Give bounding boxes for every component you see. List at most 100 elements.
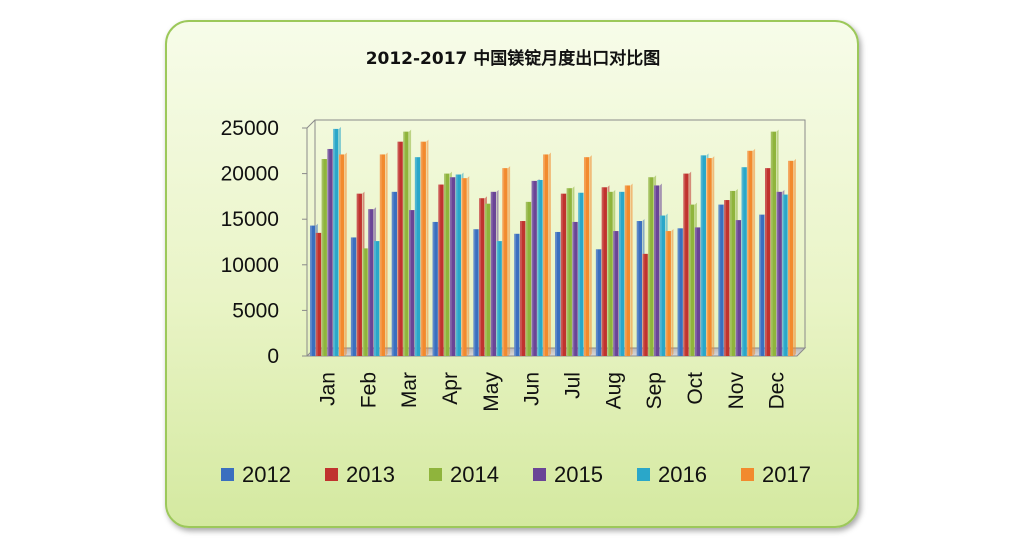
bar-2012-Apr — [432, 221, 438, 356]
bar-highlight — [659, 215, 662, 356]
bar-highlight — [694, 227, 697, 356]
x-category-label-Jan: Jan — [316, 372, 339, 406]
bar-highlight — [583, 157, 586, 356]
bar-highlight — [531, 180, 534, 356]
bar-highlight — [560, 193, 563, 356]
bar-highlight — [677, 228, 680, 356]
bar-side — [589, 155, 592, 356]
bar-2017-Jun — [543, 154, 549, 356]
bar-2013-Oct — [683, 173, 689, 356]
bar-highlight — [350, 237, 353, 356]
bar-highlight — [444, 173, 446, 356]
x-category-label-Aug: Aug — [602, 372, 625, 409]
bar-2012-Jul — [555, 231, 561, 356]
bar-2015-Feb — [368, 209, 374, 356]
y-tick-label: 25000 — [221, 117, 279, 140]
x-category-label-Apr: Apr — [439, 372, 462, 405]
bar-highlight — [362, 248, 365, 356]
bar-highlight — [321, 159, 324, 356]
bar-highlight — [613, 231, 616, 356]
bar-2015-Nov — [735, 220, 742, 356]
bar-2014-Feb — [362, 248, 368, 356]
bar-2013-Dec — [765, 168, 771, 356]
legend-swatch-2016 — [637, 468, 650, 481]
bar-2014-Oct — [689, 204, 695, 356]
legend-label-2012: 2012 — [242, 462, 291, 487]
bar-2015-Oct — [694, 227, 701, 356]
bar-highlight — [397, 141, 400, 356]
bar-2016-Aug — [619, 191, 625, 356]
legend-label-2016: 2016 — [658, 462, 707, 487]
bar-highlight — [689, 204, 691, 356]
bar-highlight — [624, 185, 627, 356]
bar-2015-Mar — [409, 210, 415, 356]
bar-highlight — [338, 154, 341, 356]
bar-highlight — [642, 253, 645, 356]
bar-highlight — [665, 231, 668, 356]
x-category-label-May: May — [480, 372, 503, 412]
bar-2013-Jul — [560, 193, 567, 356]
legend-label-2013: 2013 — [346, 462, 395, 487]
bar-highlight — [479, 198, 482, 356]
y-tick-label: 10000 — [221, 254, 279, 277]
bar-2016-Jul — [578, 192, 584, 356]
bar-2014-Sep — [648, 177, 654, 356]
bar-2013-Feb — [356, 193, 362, 356]
legend-swatch-2015 — [533, 468, 546, 481]
bar-2017-Jan — [338, 154, 345, 356]
bar-highlight — [601, 187, 604, 356]
bar-highlight — [327, 148, 330, 356]
bar-2013-Jan — [315, 232, 322, 356]
bar-highlight — [782, 194, 785, 356]
bar-highlight — [438, 184, 441, 356]
legend-swatch-2012 — [221, 468, 234, 481]
x-category-label-Mar: Mar — [398, 372, 421, 408]
bar-highlight — [636, 221, 639, 356]
bar-2013-Mar — [397, 141, 403, 356]
bar-2017-Nov — [747, 150, 753, 356]
x-category-label-Oct: Oct — [684, 372, 707, 405]
bar-side — [508, 166, 511, 356]
bar-2016-Mar — [414, 157, 421, 356]
bar-side — [712, 156, 715, 356]
y-tick-label: 20000 — [221, 163, 279, 186]
bar-2012-Mar — [391, 191, 398, 356]
bar-highlight — [555, 231, 557, 356]
bar-2017-May — [502, 168, 508, 356]
bar-highlight — [543, 154, 546, 356]
bar-2017-Jul — [583, 157, 590, 356]
x-category-label-Feb: Feb — [357, 372, 380, 408]
bar-side — [426, 139, 429, 356]
bar-2013-Apr — [438, 184, 444, 356]
bar-highlight — [333, 128, 336, 356]
bar-highlight — [490, 191, 493, 356]
bar-2015-Sep — [654, 185, 660, 356]
bar-2012-Dec — [759, 214, 765, 356]
bar-2015-Jul — [572, 221, 578, 356]
bar-2014-Jul — [566, 188, 572, 356]
x-category-label-Sep: Sep — [643, 372, 666, 409]
y-axis-depth-line — [306, 119, 316, 129]
bar-2012-Jan — [310, 225, 316, 356]
bar-highlight — [502, 168, 505, 356]
legend: 2012 2013 2014 2015 2016 2017 — [221, 462, 811, 487]
bar-2012-Jun — [514, 233, 520, 356]
chart-svg: 2012-2017 中国镁锭月度出口对比图 0 5000 10000 15000 200… — [221, 48, 811, 487]
bar-2016-Apr — [455, 174, 461, 356]
bar-2015-Apr — [449, 177, 456, 356]
bar-2014-May — [484, 203, 491, 356]
bar-highlight — [735, 220, 738, 356]
bar-side — [630, 183, 633, 356]
bar-2014-Nov — [729, 190, 736, 356]
bar-2016-May — [496, 241, 502, 356]
bar-highlight — [765, 168, 767, 356]
bar-2017-Oct — [706, 158, 712, 356]
chart-card: 2012-2017 中国镁锭月度出口对比图 0 5000 10000 15000 200… — [165, 20, 859, 528]
bar-2015-Jan — [327, 148, 333, 356]
y-tick-label: 5000 — [232, 299, 279, 322]
bar-2012-Aug — [595, 249, 602, 356]
bar-highlight — [741, 167, 744, 356]
bar-2016-Dec — [782, 194, 788, 356]
bar-highlight — [706, 158, 709, 356]
bar-highlight — [700, 155, 703, 356]
